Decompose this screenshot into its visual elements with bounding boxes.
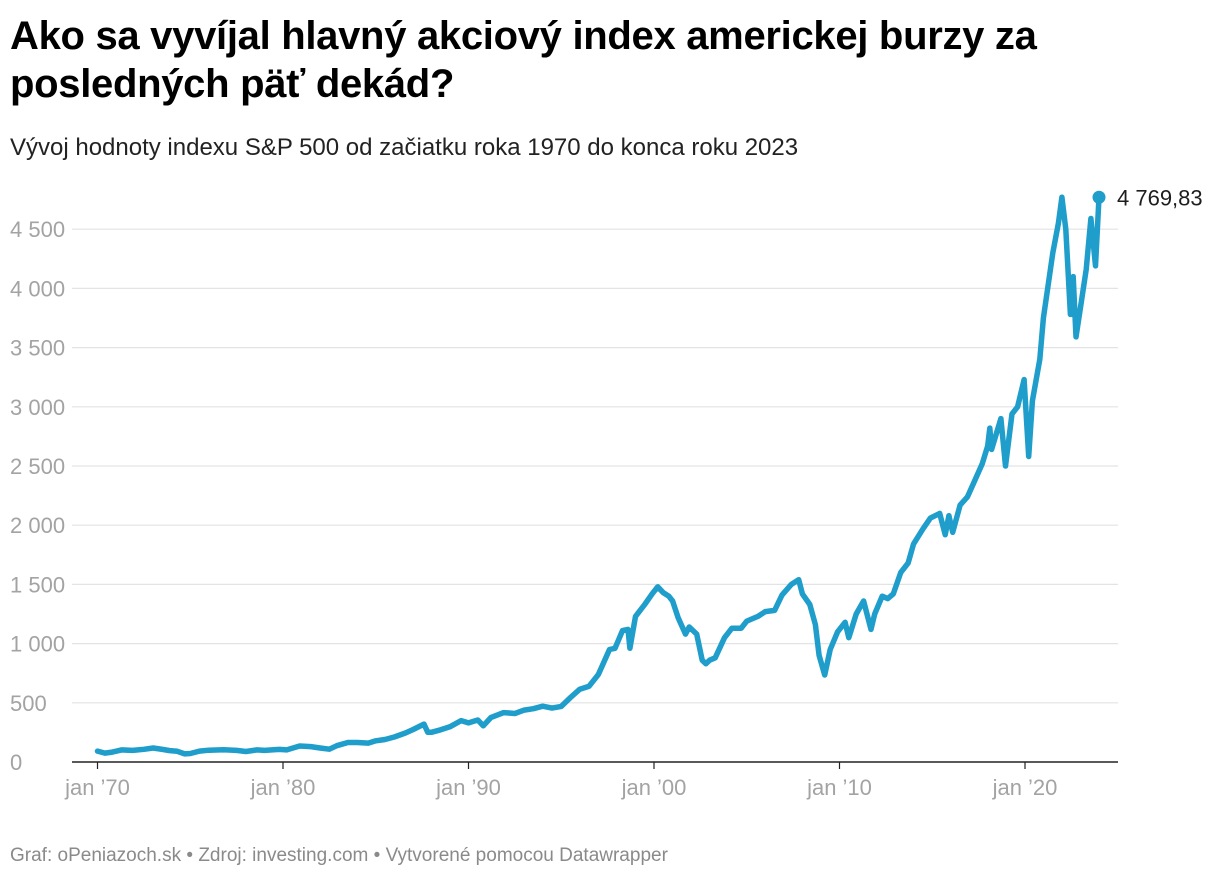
x-tick-label: jan ’70 xyxy=(64,775,130,800)
y-tick-label: 3 000 xyxy=(10,395,65,420)
series-line-sp500 xyxy=(94,194,1102,757)
footer-separator: • xyxy=(186,845,194,866)
y-tick-label: 2 500 xyxy=(10,454,65,479)
y-tick-label: 4 500 xyxy=(10,217,65,242)
y-tick-label: 4 000 xyxy=(10,276,65,301)
x-tick-label: jan ’10 xyxy=(806,775,872,800)
y-tick-label: 500 xyxy=(10,691,47,716)
tool-credit[interactable]: Vytvorené pomocou Datawrapper xyxy=(385,845,668,866)
x-tick-label: jan ’90 xyxy=(435,775,501,800)
chart-footer: Graf: oPeniazoch.sk • Zdroj: investing.c… xyxy=(10,844,668,868)
chart-title: Ako sa vyvíjal hlavný akciový index amer… xyxy=(10,14,1037,106)
y-tick-label: 1 000 xyxy=(10,632,65,657)
graf-label: Graf: xyxy=(10,845,53,866)
y-tick-label: 2 000 xyxy=(10,513,65,538)
x-tick-label: jan ’20 xyxy=(992,775,1058,800)
y-tick-label: 1 500 xyxy=(10,572,65,597)
footer-separator: • xyxy=(373,845,381,866)
x-tick-label: jan ’80 xyxy=(250,775,316,800)
chart-subtitle: Vývoj hodnoty indexu S&P 500 od začiatku… xyxy=(10,134,799,161)
source-label: Zdroj: xyxy=(198,845,247,866)
series-endpoint-marker[interactable] xyxy=(1092,190,1106,204)
x-tick-label: jan ’00 xyxy=(621,775,687,800)
endpoint-value-label: 4 769,83 xyxy=(1117,185,1203,210)
y-tick-label: 0 xyxy=(10,750,22,775)
graf-value[interactable]: oPeniazoch.sk xyxy=(57,845,182,866)
y-tick-label: 3 500 xyxy=(10,336,65,361)
source-value[interactable]: investing.com xyxy=(252,845,369,866)
